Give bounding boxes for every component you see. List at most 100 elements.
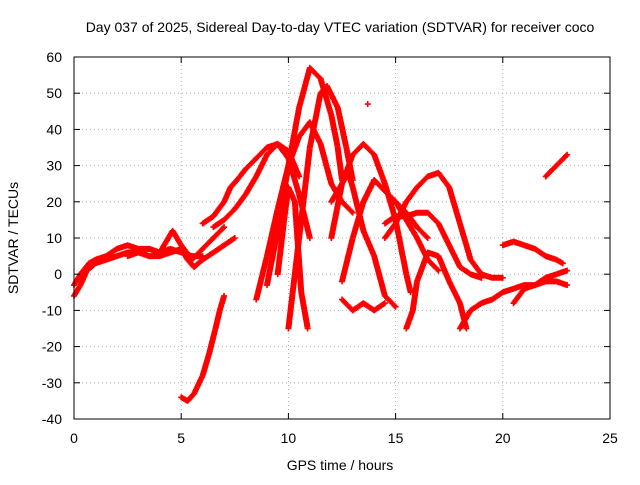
data-point [424,256,441,273]
data-point [83,261,98,274]
data-point [467,256,484,276]
data-point [360,227,377,258]
data-point [403,308,416,332]
data-point [446,242,463,269]
data-point [349,200,366,241]
data-point [233,167,248,184]
series-late-rise [456,278,571,332]
data-point [435,169,452,190]
data-point [564,267,571,274]
data-point [381,292,398,309]
data-point [191,374,205,397]
y-tick-label: 10 [46,230,62,246]
data-point [371,177,398,204]
y-tick-label: 50 [46,85,62,101]
x-tick-label: 15 [388,430,404,446]
data-point [360,140,377,157]
series-early-cluster-c [124,224,228,263]
data-point [328,182,345,241]
data-point [199,236,216,252]
y-tick-label: 60 [46,49,62,65]
y-tick-label: -20 [42,339,62,355]
x-tick-label: 10 [281,430,297,446]
data-point [242,174,259,198]
series-arc-peak-9-5 [210,140,303,231]
data-point [221,292,228,299]
series-arc-peak-11-6 [285,83,356,332]
data-point [414,224,430,240]
data-point [564,282,571,289]
data-point [191,257,205,270]
data-point [253,153,270,180]
data-point [349,142,366,158]
data-point [285,135,302,169]
data-point [553,152,569,169]
data-point [317,140,334,186]
data-point [371,301,387,314]
series-isolated [364,101,371,108]
data-point [231,192,248,212]
data-point [456,264,473,277]
data-point [291,198,305,294]
data-point [381,221,398,241]
data-point [178,242,194,262]
data-point [392,303,399,310]
data-point [169,227,184,247]
data-point [403,216,420,240]
data-point [210,225,226,241]
data-point [242,156,259,173]
data-point [231,235,238,241]
data-point [253,145,269,162]
series-descent-13-15 [360,177,442,274]
data-point [424,235,431,241]
data-point [306,235,313,241]
data-point [532,275,548,289]
series-late-22h [542,151,571,180]
data-point [446,278,463,305]
data-point [409,280,420,314]
data-point [199,352,212,379]
data-point [334,104,349,149]
chart-title: Day 037 of 2025, Sidereal Day-to-day VTE… [86,19,595,35]
data-point [392,198,409,222]
data-point [304,325,311,332]
data-point [403,185,420,205]
data-point [339,153,356,187]
data-point [499,274,506,281]
data-point [456,308,473,332]
data-point [510,286,527,307]
data-point [349,209,356,216]
data-point [328,111,341,149]
y-tick-label: 0 [54,266,62,282]
y-axis-label: SDTVAR / TECUs [5,182,21,294]
data-point [77,261,92,278]
data-point [381,300,388,307]
data-point [414,235,431,262]
data-point [435,267,442,274]
data-point [339,236,356,285]
series-arc-peak-16-5 [381,209,485,281]
data-point [446,184,463,225]
series-late-21h [510,267,571,307]
data-point [414,174,430,191]
data-point [298,289,311,330]
data-point [274,218,287,278]
y-tick-label: 20 [46,194,62,210]
data-point [564,151,571,158]
data-point [463,325,470,332]
data-point [489,290,505,303]
data-point [371,253,388,298]
data-point [296,173,303,180]
data-point [221,207,237,223]
data-point [371,151,388,186]
x-tick-label: 20 [495,430,511,446]
data-point [264,229,281,289]
data-point [227,178,239,191]
data-point [360,178,377,205]
data-point [435,220,452,247]
data-point [221,224,228,231]
x-tick-label: 0 [70,430,78,446]
data-point [324,83,340,110]
ticks: 0 5 10 15 20 25 -40 -30 -20 -10 0 10 20 30 40 50 60 [42,49,618,446]
